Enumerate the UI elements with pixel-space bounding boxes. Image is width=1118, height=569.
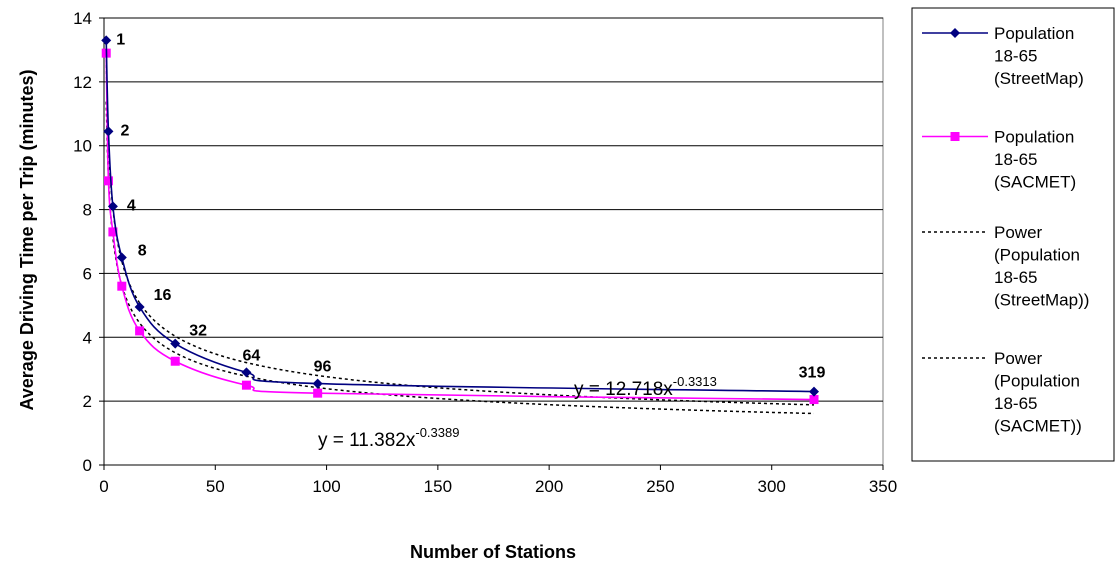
y-axis-title: Average Driving Time per Trip (minutes) xyxy=(17,69,37,410)
point-label: 32 xyxy=(189,323,207,340)
data-point-square xyxy=(242,381,251,390)
legend-marker-square xyxy=(951,132,960,141)
data-point-square xyxy=(117,282,126,291)
point-label: 64 xyxy=(242,347,260,364)
point-label: 16 xyxy=(154,287,172,304)
point-label: 4 xyxy=(127,197,136,214)
y-tick-label: 14 xyxy=(73,9,92,28)
x-tick-label: 50 xyxy=(206,477,225,496)
x-tick-label: 300 xyxy=(758,477,786,496)
y-tick-label: 0 xyxy=(83,456,92,475)
x-tick-label: 0 xyxy=(99,477,108,496)
plot-area xyxy=(104,18,883,465)
x-tick-labels: 0 50 100 150 200 250 300 350 xyxy=(99,477,897,496)
point-label: 8 xyxy=(138,242,147,259)
y-tick-label: 2 xyxy=(83,392,92,411)
y-tick-labels: 0 2 4 6 8 10 12 14 xyxy=(73,9,92,475)
legend: Population 18-65 (StreetMap)Population 18-6… xyxy=(912,8,1114,461)
y-tick-label: 4 xyxy=(83,328,92,347)
point-label: 1 xyxy=(116,31,125,48)
data-point-square xyxy=(313,389,322,398)
data-point-square xyxy=(135,326,144,335)
data-point-square xyxy=(171,357,180,366)
point-label: 319 xyxy=(799,365,826,382)
y-tick-label: 8 xyxy=(83,201,92,220)
point-label: 96 xyxy=(314,359,332,376)
y-tick-label: 10 xyxy=(73,137,92,156)
y-tick-label: 12 xyxy=(73,73,92,92)
x-tick-label: 350 xyxy=(869,477,897,496)
point-label: 2 xyxy=(120,122,129,139)
x-tick-label: 250 xyxy=(646,477,674,496)
x-tick-label: 100 xyxy=(312,477,340,496)
x-tick-label: 200 xyxy=(535,477,563,496)
x-tick-label: 150 xyxy=(424,477,452,496)
x-axis-title: Number of Stations xyxy=(410,542,576,562)
y-tick-label: 6 xyxy=(83,264,92,283)
